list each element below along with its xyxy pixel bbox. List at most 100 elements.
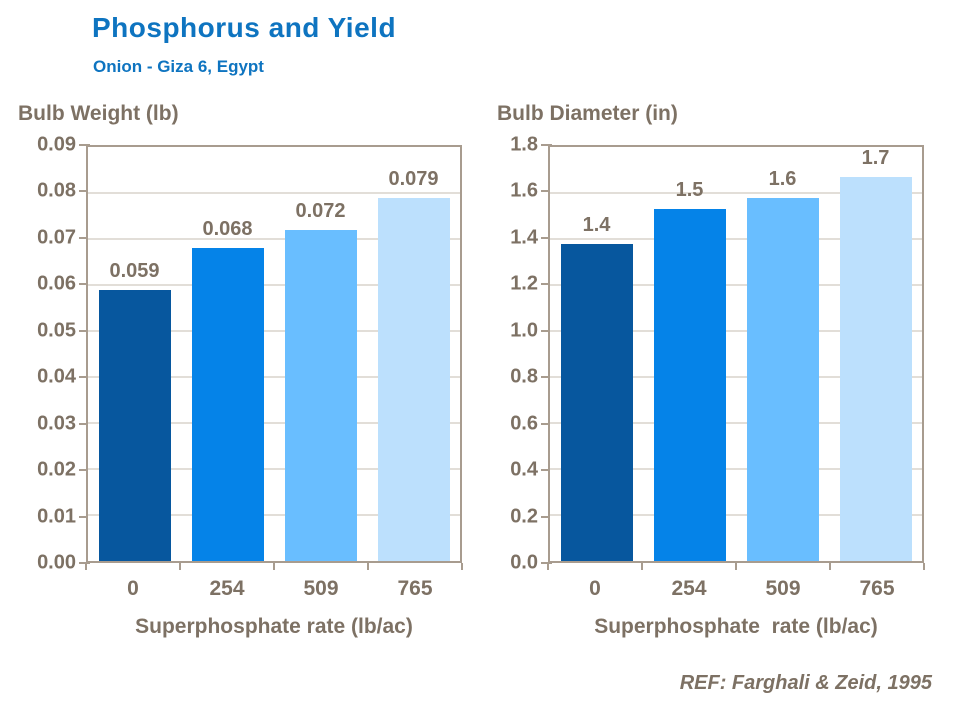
y-tick-mark [541, 329, 552, 332]
y-tick-mark [79, 144, 90, 146]
y-tick-label: 0.09 [37, 133, 76, 156]
y-tick-mark [541, 562, 552, 564]
y-axis-labels: 0.09 0.08 0.07 0.06 0.05 0.04 0.03 0.02 0.01 0.00 [4, 134, 76, 574]
y-tick-label: 1.0 [510, 319, 538, 342]
y-tick-label: 0.06 [37, 272, 76, 295]
bar-765 [377, 197, 450, 561]
x-tick-label: 509 [765, 577, 801, 600]
y-tick-mark [541, 469, 552, 472]
x-tick-label: 254 [209, 577, 245, 600]
x-tick-mark [829, 563, 831, 570]
bar-509 [746, 197, 819, 561]
gridline [550, 376, 922, 378]
bar-509 [284, 229, 357, 561]
x-tick-label: 509 [303, 577, 339, 600]
y-tick-mark [541, 515, 552, 518]
y-axis-ticks [541, 144, 552, 564]
x-tick-mark [641, 563, 643, 570]
y-tick-mark [79, 190, 90, 193]
y-tick-mark [79, 469, 90, 472]
y-tick-label: 0.08 [37, 179, 76, 202]
gridline [88, 284, 460, 286]
bar-value-label: 0.079 [388, 167, 439, 190]
bar-value-label: 0.072 [295, 199, 346, 222]
x-tick-mark [923, 563, 925, 570]
y-tick-label: 0.01 [37, 505, 76, 528]
page-subtitle: Onion - Giza 6, Egypt [93, 57, 264, 76]
x-tick-mark [735, 563, 737, 570]
page-title: Phosphorus and Yield [92, 12, 397, 43]
y-tick-mark [79, 376, 90, 379]
x-tick-label: 254 [671, 577, 707, 600]
x-tick-mark [273, 563, 275, 570]
y-tick-mark [79, 283, 90, 286]
gridline [550, 192, 922, 194]
x-tick-label: 765 [859, 577, 895, 600]
y-tick-mark [541, 190, 552, 193]
bar-value-label: 0.068 [202, 218, 253, 241]
y-tick-mark [79, 562, 90, 564]
bar-value-label: 0.059 [109, 259, 160, 282]
gridline [88, 514, 460, 516]
gridline [88, 238, 460, 240]
y-tick-mark [541, 144, 552, 146]
y-tick-label: 0.00 [37, 551, 76, 574]
y-tick-label: 1.6 [510, 179, 538, 202]
y-axis-labels: 1.8 1.6 1.4 1.2 1.0 0.8 0.6 0.4 0.2 0.0 [466, 134, 538, 574]
gridline [550, 514, 922, 516]
plot-area: 1.4 1.5 1.6 1.7 [548, 145, 924, 563]
y-tick-mark [541, 236, 552, 239]
bar-value-label: 1.7 [861, 146, 890, 169]
y-tick-mark [541, 283, 552, 286]
bar-765 [839, 176, 912, 561]
y-tick-mark [79, 422, 90, 425]
bar-value-label: 1.4 [582, 213, 611, 236]
x-axis-labels: 0 254 509 765 [86, 577, 462, 603]
y-tick-label: 0.03 [37, 412, 76, 435]
gridline [550, 422, 922, 424]
y-tick-label: 0.02 [37, 458, 76, 481]
bar-value-label: 1.5 [675, 179, 704, 202]
y-tick-label: 0.6 [510, 412, 538, 435]
x-axis-ticks [547, 563, 925, 570]
x-tick-mark [179, 563, 181, 570]
y-tick-label: 0.05 [37, 319, 76, 342]
gridline [550, 238, 922, 240]
y-axis-ticks [79, 144, 90, 564]
bar-value-label: 1.6 [768, 167, 797, 190]
y-tick-label: 0.2 [510, 505, 538, 528]
x-tick-label: 0 [127, 577, 139, 600]
y-tick-label: 1.8 [510, 133, 538, 156]
gridline [88, 330, 460, 332]
bar-254 [653, 209, 726, 561]
chart-title: Bulb Diameter (in) [497, 102, 678, 125]
reference-citation: REF: Farghali & Zeid, 1995 [679, 672, 932, 694]
x-axis-labels: 0 254 509 765 [548, 577, 924, 603]
y-tick-mark [79, 515, 90, 518]
y-tick-mark [541, 422, 552, 425]
y-tick-label: 0.4 [510, 458, 538, 481]
x-tick-mark [461, 563, 463, 570]
y-tick-label: 1.2 [510, 272, 538, 295]
gridline [550, 330, 922, 332]
bar-254 [191, 248, 264, 561]
bulb-weight-chart: Bulb Weight (lb) 0.09 0.08 0.07 0.06 0.05 0.0… [0, 100, 492, 660]
x-tick-mark [367, 563, 369, 570]
y-tick-label: 0.8 [510, 365, 538, 388]
gridline [550, 468, 922, 470]
y-tick-label: 0.0 [510, 551, 538, 574]
x-tick-label: 765 [397, 577, 433, 600]
gridline [550, 284, 922, 286]
x-axis-ticks [85, 563, 463, 570]
bar-0 [98, 289, 171, 561]
y-tick-label: 0.07 [37, 226, 76, 249]
x-tick-mark [547, 563, 549, 570]
gridline [88, 422, 460, 424]
gridline [88, 468, 460, 470]
bulb-diameter-chart: Bulb Diameter (in) 1.8 1.6 1.4 1.2 1.0 0.8 0.6… [462, 100, 954, 660]
x-tick-mark [85, 563, 87, 570]
chart-title: Bulb Weight (lb) [18, 102, 179, 125]
y-tick-label: 1.4 [510, 226, 538, 249]
gridline [88, 192, 460, 194]
x-axis-title: Superphosphate rate (lb/ac) [594, 615, 878, 638]
